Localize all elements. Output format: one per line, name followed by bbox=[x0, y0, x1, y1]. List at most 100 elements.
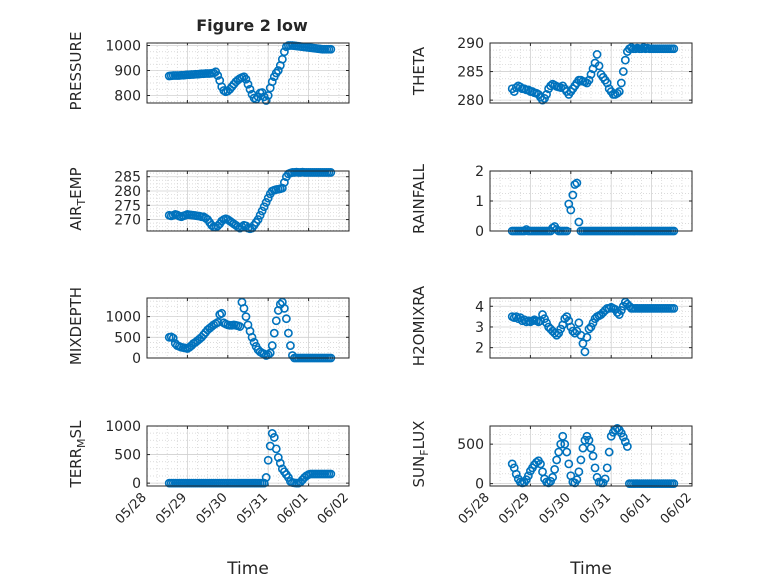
data-point bbox=[614, 310, 624, 319]
data-point bbox=[618, 432, 628, 442]
y-tick-label: 285 bbox=[457, 65, 484, 81]
axes-box bbox=[489, 297, 693, 359]
data-point bbox=[263, 455, 273, 465]
data-point bbox=[511, 469, 521, 479]
y-tick-label: 500 bbox=[114, 448, 141, 464]
data-point bbox=[540, 314, 549, 324]
data-point bbox=[552, 225, 562, 234]
data-point bbox=[263, 193, 273, 203]
x-axis-label: Time bbox=[569, 559, 612, 579]
data-point bbox=[588, 318, 598, 328]
data-point bbox=[271, 316, 281, 326]
data-point bbox=[273, 453, 283, 462]
data-point bbox=[586, 70, 596, 79]
y-tick-label: 275 bbox=[114, 198, 141, 214]
data-point bbox=[612, 88, 622, 98]
data-point bbox=[326, 469, 336, 479]
y-tick-label: 3 bbox=[475, 320, 484, 336]
y-tick-label: 2 bbox=[475, 164, 484, 180]
data-point bbox=[279, 303, 289, 313]
data-point bbox=[538, 95, 547, 105]
data-point bbox=[582, 332, 592, 342]
y-tick-label: 4 bbox=[475, 299, 484, 315]
subplot-4: 0 1 2 RAINFALL bbox=[410, 163, 693, 240]
data-point bbox=[594, 61, 604, 71]
y-tick-label: 0 bbox=[132, 351, 141, 367]
data-point bbox=[548, 472, 558, 482]
y-tick-label: 500 bbox=[114, 330, 141, 346]
y-axis-label: PRESSURE bbox=[67, 32, 85, 111]
axes-box bbox=[146, 170, 350, 232]
data-point bbox=[618, 67, 628, 76]
data-point bbox=[574, 467, 584, 477]
data-point bbox=[614, 87, 624, 96]
data-point bbox=[572, 475, 582, 485]
data-point bbox=[556, 439, 566, 449]
y-tick-label: 1 bbox=[475, 194, 484, 210]
y-tick-label: 500 bbox=[457, 437, 484, 453]
data-point bbox=[578, 443, 588, 453]
data-point bbox=[590, 463, 600, 473]
data-point bbox=[536, 459, 545, 469]
data-point bbox=[568, 326, 578, 336]
data-point bbox=[588, 451, 598, 461]
y-tick-label: 285 bbox=[114, 170, 141, 186]
data-point bbox=[562, 447, 572, 457]
y-axis-label: RAINFALL bbox=[410, 163, 428, 234]
y-tick-label: 1000 bbox=[105, 310, 141, 326]
data-point bbox=[241, 74, 251, 84]
data-point bbox=[586, 443, 596, 453]
data-point bbox=[245, 84, 255, 94]
data-point bbox=[600, 474, 610, 484]
subplot-5: 0 500 1000 MIXDEPTH bbox=[67, 287, 350, 367]
data-point bbox=[554, 328, 564, 338]
data-point bbox=[275, 458, 285, 468]
data-point bbox=[277, 183, 287, 193]
data-point bbox=[584, 324, 594, 334]
y-axis-label: THETA bbox=[410, 46, 428, 96]
data-point bbox=[572, 178, 582, 188]
data-point bbox=[279, 178, 289, 187]
axes-box bbox=[146, 297, 350, 359]
axes-box bbox=[146, 425, 350, 487]
data-point bbox=[556, 324, 566, 334]
axes-box bbox=[489, 170, 693, 232]
data-point bbox=[267, 77, 277, 87]
data-point bbox=[249, 337, 259, 347]
data-point bbox=[556, 83, 566, 92]
data-point bbox=[281, 314, 291, 324]
data-point bbox=[253, 215, 263, 224]
y-tick-label: 1000 bbox=[105, 39, 141, 55]
y-tick-label: 280 bbox=[114, 184, 141, 200]
data-point bbox=[521, 225, 531, 234]
y-tick-label: 270 bbox=[114, 213, 141, 229]
data-point bbox=[570, 180, 580, 189]
y-tick-label: 0 bbox=[475, 224, 484, 240]
data-point bbox=[523, 471, 533, 481]
data-point bbox=[279, 47, 289, 57]
data-point bbox=[576, 455, 586, 465]
data-point bbox=[616, 78, 626, 88]
data-point bbox=[538, 310, 547, 319]
data-point bbox=[259, 202, 269, 212]
data-point bbox=[532, 457, 541, 467]
data-point bbox=[286, 341, 295, 350]
data-point bbox=[550, 328, 560, 338]
data-point bbox=[552, 330, 562, 340]
data-point bbox=[578, 339, 588, 348]
data-point bbox=[574, 318, 584, 328]
data-point bbox=[602, 463, 612, 473]
data-point bbox=[604, 447, 614, 457]
data-point bbox=[261, 96, 271, 105]
subplot-1: 800 900 1000 PRESSURE bbox=[67, 32, 350, 111]
data-point bbox=[257, 206, 267, 216]
data-point bbox=[326, 168, 336, 177]
subplot-6: 2 3 4 H2OMIXRA bbox=[410, 285, 693, 366]
data-point bbox=[554, 447, 564, 457]
data-point bbox=[560, 439, 570, 449]
y-axis-label: MIXDEPTH bbox=[67, 287, 85, 365]
data-point bbox=[271, 444, 281, 454]
data-point bbox=[620, 437, 630, 447]
data-point bbox=[669, 479, 679, 489]
